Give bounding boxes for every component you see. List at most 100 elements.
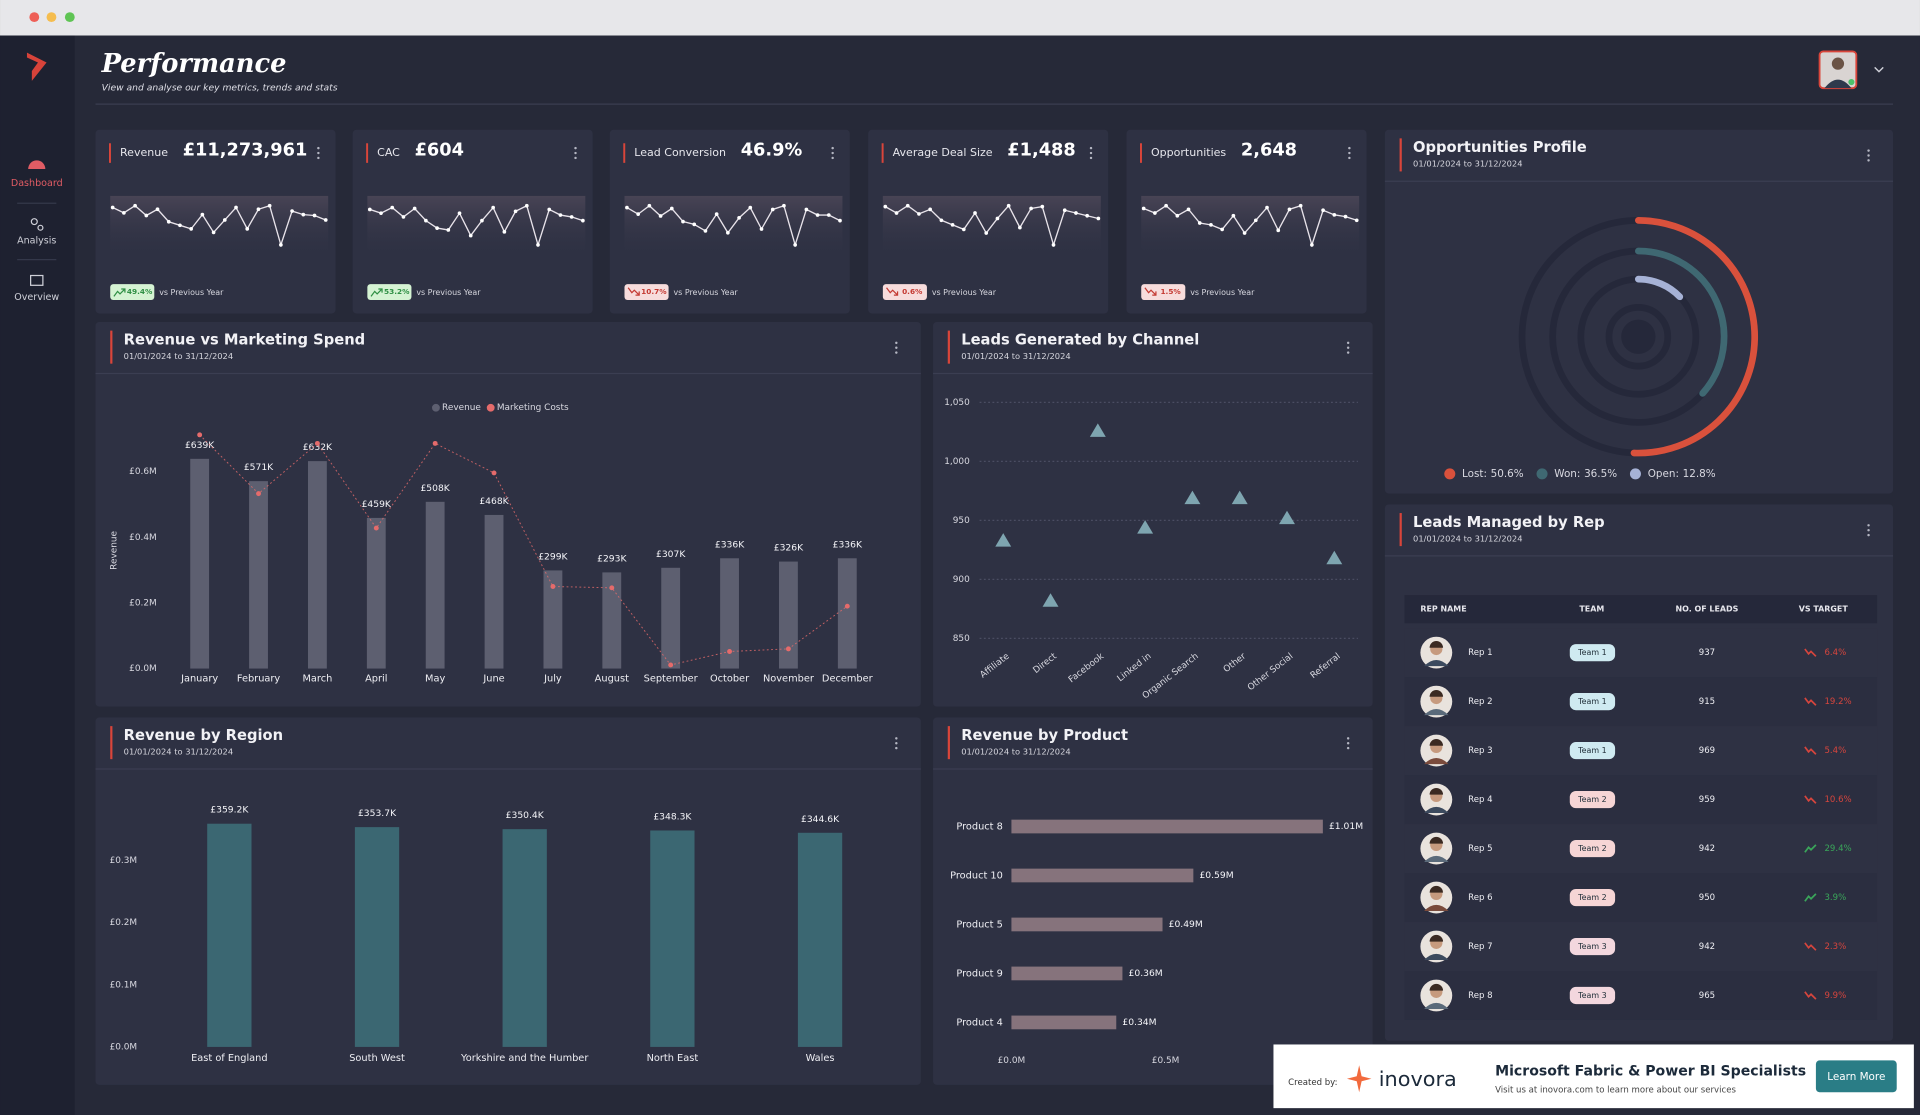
sparkline-point [412,206,417,211]
legend-swatch [1536,468,1548,480]
sparkline-point [536,243,540,247]
menu-dot[interactable] [1089,151,1093,155]
menu-dot[interactable] [895,341,898,345]
menu-dot[interactable] [1346,351,1350,354]
y-tick-label: £0.0M [129,664,157,674]
menu-dot[interactable] [1867,524,1870,527]
logo[interactable] [26,52,47,81]
menu-dot[interactable] [317,156,320,160]
kpi-comparison: vs Previous Year [1190,288,1255,297]
change-arrow [113,288,126,297]
bar [1011,868,1194,883]
table-row [1404,824,1878,874]
vs-target: 19.2% [1824,697,1851,707]
sparkline-point [491,205,495,210]
window-minimize[interactable] [46,12,57,23]
ad-banner[interactable] [1273,1044,1914,1109]
menu-dot[interactable] [1346,346,1350,349]
menu-dot[interactable] [1348,156,1351,160]
target-arrow [1804,991,1817,1000]
menu-dot[interactable] [317,151,320,155]
sparkline-point [1096,216,1101,221]
menu-dot[interactable] [574,151,577,155]
line-point [373,525,379,531]
menu-dot[interactable] [831,146,834,150]
menu-dot[interactable] [895,742,898,745]
sparkline-point [110,205,115,210]
menu-dot[interactable] [895,737,898,740]
menu-dot[interactable] [574,146,577,150]
sparkline [626,204,841,248]
sparkline-point [468,233,473,238]
nav-dashboard[interactable]: Dashboard [11,160,63,189]
menu-dot[interactable] [1867,149,1870,152]
sparkline-point [1006,203,1011,208]
x-tick-label: October [710,673,750,684]
sparkline-point [234,205,238,210]
lead-count: 969 [1699,746,1715,756]
menu-dot[interactable] [895,346,898,349]
kpi-value: £604 [415,141,464,161]
sparkline-point [435,226,439,230]
x-tick-label: August [595,673,629,684]
window-close[interactable] [29,12,40,23]
menu-dot[interactable] [1867,159,1870,162]
kpi-change: 1.5% [1160,287,1181,296]
menu-dot[interactable] [895,746,898,750]
bar [354,827,400,1047]
bar [797,832,843,1047]
cta-label[interactable]: Learn More [1827,1071,1885,1083]
sparkline-point [379,211,383,216]
x-tick-label: Yorkshire and the Humber [460,1053,589,1064]
team-pill [1569,644,1616,662]
menu-dot[interactable] [1348,151,1351,155]
menu-dot[interactable] [1346,737,1350,740]
menu-dot[interactable] [1089,146,1093,150]
legend-label: Won: 36.5% [1554,468,1617,480]
sparkline-point [245,227,250,231]
menu-dot[interactable] [895,351,898,354]
menu-dot[interactable] [1867,154,1870,157]
nav-overview[interactable]: Overview [14,274,59,304]
change-pill [367,284,412,300]
menu-dot[interactable] [831,151,834,155]
menu-dot[interactable] [1346,742,1350,745]
x-tick-label: February [237,673,281,684]
menu-dot[interactable] [831,156,834,160]
x-tick-label: May [425,673,445,684]
sparkline-point [726,230,730,235]
sparkline-point [1276,228,1281,233]
legend-value: 36.5% [1584,468,1617,480]
menu-dot[interactable] [1867,533,1870,537]
user-menu[interactable] [1818,50,1884,90]
menu-dot[interactable] [1346,341,1350,345]
target-arrow [1804,795,1817,804]
menu-dot[interactable] [317,146,320,150]
menu-dot[interactable] [1348,146,1351,150]
sparkline-point [1332,212,1337,217]
menu-dot[interactable] [574,156,577,160]
menu-dot[interactable] [1346,746,1350,750]
menu-dot[interactable] [1089,156,1093,160]
window-maximize[interactable] [64,12,75,23]
nav-analysis[interactable]: Analysis [17,218,56,247]
x-tick-label: November [763,673,815,684]
y-tick-label: £0.4M [129,533,157,543]
sparkline-point [1051,243,1056,247]
y-tick-label: Product 8 [956,822,1002,833]
kpi-label: Lead Conversion [634,146,726,159]
y-axis-label: Revenue [109,530,119,569]
cta-button[interactable] [1815,1060,1897,1093]
menu-dot[interactable] [1867,528,1870,532]
y-tick-label: Product 10 [950,870,1003,881]
table-row [1404,628,1878,678]
x-tick-label: January [180,673,218,684]
sparkline-point [133,203,137,208]
bar [650,830,695,1047]
kpi-comparison: vs Previous Year [673,288,738,297]
card-title: Opportunities Profile [1413,139,1587,156]
sparkline-point [1085,213,1089,218]
vs-target: 9.9% [1824,991,1846,1001]
sparkline-point [703,229,708,233]
sparkline-point [961,227,966,232]
